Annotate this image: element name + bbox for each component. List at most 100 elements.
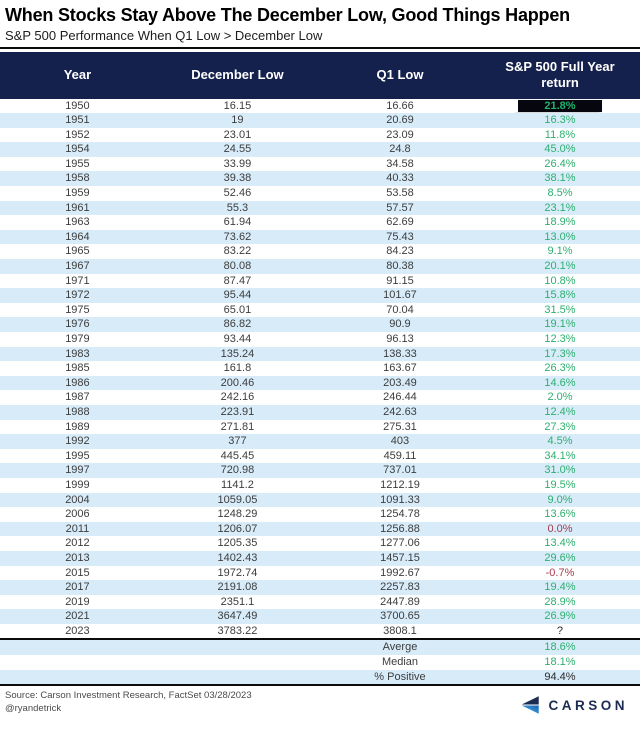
cell-year: 2017 [65, 581, 90, 594]
cell-q1-low: 1254.78 [380, 508, 420, 521]
cell-year: 2004 [65, 493, 90, 506]
cell-year: 1967 [65, 260, 90, 273]
cell-q1-low: 101.67 [383, 289, 417, 302]
table-row: 2023 3783.22 3808.1? [0, 624, 640, 640]
table-row: 1964 73.62 75.43 13.0% [0, 229, 640, 245]
cell-empty [155, 670, 320, 686]
cell-year: 1961 [65, 201, 90, 214]
cell-full-year-return: 11.8% [544, 128, 576, 141]
table-row: 1997 720.98 737.01 31.0% [0, 463, 640, 478]
cell-q1-low: 3700.65 [380, 610, 420, 623]
cell-full-year-return: 20.1% [544, 260, 576, 273]
cell-year: 2006 [65, 508, 90, 521]
cell-year: 1999 [65, 478, 90, 491]
cell-full-year-return: 26.3% [544, 362, 576, 375]
carson-logo-icon [522, 696, 540, 714]
table-row: 1992 377 403 4.5% [0, 434, 640, 449]
table-row: 1951 19 20.69 16.3% [0, 113, 640, 128]
cell-year: 1963 [65, 216, 90, 229]
cell-december-low: 1205.35 [217, 537, 258, 550]
table-row: 1986 200.46 203.49 14.6% [0, 375, 640, 391]
footer: Source: Carson Investment Research, Fact… [0, 686, 640, 716]
cell-december-low: 3783.22 [217, 624, 258, 637]
cell-full-year-return: 34.1% [544, 449, 576, 462]
cell-year: 1972 [65, 289, 90, 302]
highlighted-return-value: 21.8% [518, 99, 602, 112]
table-row: 1985 161.8 163.67 26.3% [0, 361, 640, 376]
cell-q1-low: 2257.83 [380, 581, 420, 594]
cell-december-low: 87.47 [223, 274, 252, 287]
cell-december-low: 200.46 [220, 376, 255, 389]
table-row: 1950 16.15 16.66 21.8% [0, 99, 640, 114]
cell-full-year-return: 28.9% [544, 595, 576, 608]
cell-december-low: 86.82 [223, 318, 252, 331]
cell-year: 2015 [65, 566, 90, 579]
table-row: 2011 1206.07 1256.88 0.0% [0, 521, 640, 537]
cell-full-year-return: 29.6% [544, 551, 576, 564]
column-header-year: Year [63, 66, 92, 82]
page-title: When Stocks Stay Above The December Low,… [5, 5, 570, 25]
cell-full-year-return: 27.3% [544, 420, 576, 433]
cell-full-year-return: -0.7% [545, 566, 575, 579]
table-row: 1955 33.99 34.58 26.4% [0, 157, 640, 172]
cell-year: 2023 [65, 624, 90, 637]
cell-q1-low: 57.57 [386, 201, 414, 214]
cell-q1-low: 24.8 [389, 143, 411, 156]
table-row: 1959 52.46 53.58 8.5% [0, 186, 640, 201]
table-row: 2004 1059.05 1091.33 9.0% [0, 492, 640, 508]
cell-year: 1983 [65, 347, 90, 360]
cell-year: 1954 [65, 143, 90, 156]
cell-year: 1955 [65, 157, 90, 170]
cell-q1-low: 138.33 [383, 347, 417, 360]
cell-year: 1986 [65, 376, 90, 389]
cell-year: 1997 [65, 464, 90, 477]
cell-year: 2011 [65, 522, 90, 535]
cell-december-low: 1402.43 [217, 551, 258, 564]
cell-empty [155, 655, 320, 670]
cell-december-low: 377 [228, 435, 247, 448]
cell-december-low: 24.55 [223, 143, 252, 156]
cell-q1-low: 75.43 [386, 230, 414, 243]
carson-logo: CARSON [519, 694, 628, 716]
table-row: 1967 80.08 80.38 20.1% [0, 259, 640, 274]
cell-full-year-return: 2.0% [547, 391, 573, 404]
cell-year: 2012 [65, 537, 90, 550]
table-row: 1988 223.91 242.63 12.4% [0, 404, 640, 420]
cell-year: 1987 [65, 391, 90, 404]
cell-full-year-return: ? [556, 624, 564, 637]
summary-value: 18.1% [544, 656, 576, 669]
cell-full-year-return: 18.9% [544, 216, 576, 229]
table-row: 2015 1972.74 1992.67 -0.7% [0, 566, 640, 581]
cell-q1-low: 23.09 [386, 128, 414, 141]
cell-empty [0, 670, 155, 686]
cell-year: 1976 [65, 318, 90, 331]
cell-december-low: 223.91 [220, 405, 255, 418]
summary-row: % Positive 94.4% [0, 669, 640, 686]
cell-full-year-return: 9.0% [547, 493, 573, 506]
table-header: Year December Low Q1 Low S&P 500 Full Ye… [0, 51, 640, 99]
cell-q1-low: 34.58 [386, 157, 414, 170]
cell-full-year-return: 12.4% [544, 405, 576, 418]
cell-q1-low: 1091.33 [380, 493, 420, 506]
cell-year: 1952 [65, 128, 90, 141]
cell-december-low: 1141.2 [221, 478, 254, 491]
cell-full-year-return: 19.1% [544, 318, 576, 331]
cell-q1-low: 242.63 [383, 405, 417, 418]
cell-december-low: 65.01 [223, 303, 252, 316]
cell-full-year-return: 0.0% [547, 522, 573, 535]
cell-q1-low: 403 [390, 435, 410, 448]
cell-year: 2021 [65, 610, 90, 623]
cell-full-year-return: 8.5% [547, 187, 573, 200]
cell-december-low: 73.62 [223, 230, 252, 243]
cell-year: 1992 [65, 435, 90, 448]
cell-december-low: 271.81 [220, 420, 255, 433]
summary-row: Averge 18.6% [0, 638, 640, 656]
cell-q1-low: 16.66 [386, 99, 414, 112]
table-row: 1961 55.3 57.57 23.1% [0, 200, 640, 216]
cell-december-low: 93.44 [223, 333, 252, 345]
cell-full-year-return: 13.0% [544, 230, 576, 243]
table-row: 1965 83.22 84.23 9.1% [0, 244, 640, 259]
cell-full-year-return: 17.3% [544, 347, 576, 360]
cell-december-low: 55.3 [226, 201, 249, 214]
cell-december-low: 83.22 [223, 245, 252, 258]
